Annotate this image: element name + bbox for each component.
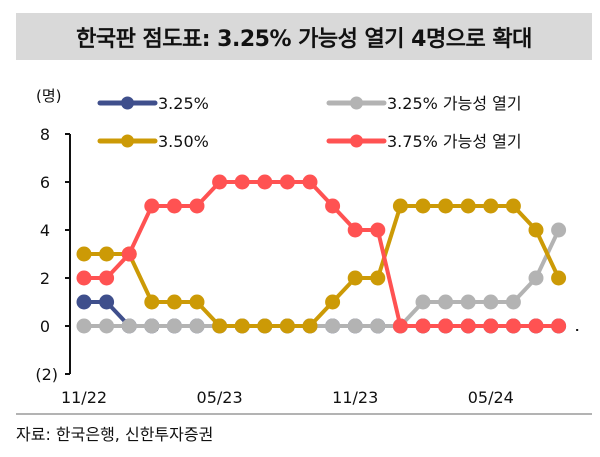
legend-item: 3.25% 가능성 열기 <box>326 94 522 113</box>
data-point <box>144 198 160 214</box>
data-point <box>392 318 408 334</box>
data-point <box>302 174 318 190</box>
data-point <box>325 198 341 214</box>
source-divider <box>16 413 592 415</box>
y-tick-label: 2 <box>40 269 50 288</box>
legend-marker-icon <box>121 134 134 148</box>
y-axis-unit-label: (명) <box>36 87 62 105</box>
legend-label: 3.25% 가능성 열기 <box>387 94 522 113</box>
data-point <box>99 270 115 286</box>
data-point <box>166 198 182 214</box>
data-point <box>528 318 544 334</box>
data-point <box>528 270 544 286</box>
data-point <box>460 198 476 214</box>
legend-item: 3.75% 가능성 열기 <box>326 132 522 151</box>
data-point <box>347 318 363 334</box>
data-point <box>483 198 499 214</box>
data-point <box>76 246 92 262</box>
data-point <box>166 294 182 310</box>
data-point <box>415 294 431 310</box>
series-layer <box>76 174 567 334</box>
data-point <box>121 246 137 262</box>
series-3-75- <box>76 174 567 334</box>
data-point <box>234 174 250 190</box>
data-point <box>279 174 295 190</box>
legend-label: 3.50% <box>158 132 209 151</box>
data-point <box>551 222 567 238</box>
data-point <box>460 294 476 310</box>
data-point <box>76 318 92 334</box>
x-tick-label: 11/22 <box>61 388 107 407</box>
data-point <box>370 270 386 286</box>
data-point <box>99 318 115 334</box>
y-tick-label: 6 <box>40 173 50 192</box>
data-point <box>76 294 92 310</box>
data-point <box>325 294 341 310</box>
legend-label: 3.75% 가능성 열기 <box>387 132 522 151</box>
data-point <box>483 294 499 310</box>
y-axis: 8 6 4 2 0 (2) <box>35 125 71 384</box>
chart-title: 한국판 점도표: 3.25% 가능성 열기 4명으로 확대 <box>76 26 532 52</box>
title-bar: 한국판 점도표: 3.25% 가능성 열기 4명으로 확대 <box>16 13 592 60</box>
data-point <box>99 246 115 262</box>
data-point <box>166 318 182 334</box>
chart-legend: 3.25% 3.25% 가능성 열기 3.50% 3.75% 가능성 열기 <box>97 94 522 151</box>
x-minor-tick <box>576 329 579 331</box>
data-point <box>234 318 250 334</box>
data-point <box>370 222 386 238</box>
data-point <box>144 318 160 334</box>
data-point <box>415 198 431 214</box>
data-point <box>415 318 431 334</box>
data-point <box>279 318 295 334</box>
x-axis: 11/22 05/23 11/23 05/24 <box>61 329 579 407</box>
data-point <box>347 222 363 238</box>
x-tick-label: 05/23 <box>197 388 243 407</box>
data-point <box>505 198 521 214</box>
data-point <box>121 318 137 334</box>
data-point <box>144 294 160 310</box>
data-point <box>460 318 476 334</box>
data-point <box>438 294 454 310</box>
data-point <box>438 318 454 334</box>
data-point <box>347 270 363 286</box>
data-point <box>189 318 205 334</box>
legend-marker-icon <box>350 96 363 110</box>
series-line <box>84 204 561 328</box>
y-tick-label: 4 <box>40 221 50 240</box>
legend-marker-icon <box>350 134 363 148</box>
legend-item: 3.50% <box>97 132 209 151</box>
source-note: 자료: 한국은행, 신한투자증권 <box>16 425 214 444</box>
data-point <box>257 174 273 190</box>
data-point <box>505 318 521 334</box>
data-point <box>302 318 318 334</box>
series-line <box>84 180 559 328</box>
series-3-50- <box>76 198 567 334</box>
data-point <box>325 318 341 334</box>
legend-item: 3.25% <box>97 94 209 113</box>
data-point <box>505 294 521 310</box>
data-point <box>212 174 228 190</box>
x-tick-label: 05/24 <box>468 388 514 407</box>
data-point <box>189 198 205 214</box>
data-point <box>257 318 273 334</box>
series-line <box>84 229 561 328</box>
data-point <box>189 294 205 310</box>
y-tick-label: (2) <box>35 365 58 384</box>
x-tick-label: 11/23 <box>332 388 378 407</box>
data-point <box>370 318 386 334</box>
legend-marker-icon <box>121 96 134 110</box>
y-tick-label: 8 <box>40 125 50 144</box>
data-point <box>551 270 567 286</box>
data-point <box>99 294 115 310</box>
data-point <box>528 222 544 238</box>
data-point <box>438 198 454 214</box>
data-point <box>392 198 408 214</box>
data-point <box>212 318 228 334</box>
legend-label: 3.25% <box>158 94 209 113</box>
data-point <box>551 318 567 334</box>
data-point <box>76 270 92 286</box>
data-point <box>483 318 499 334</box>
y-tick-label: 0 <box>40 317 50 336</box>
